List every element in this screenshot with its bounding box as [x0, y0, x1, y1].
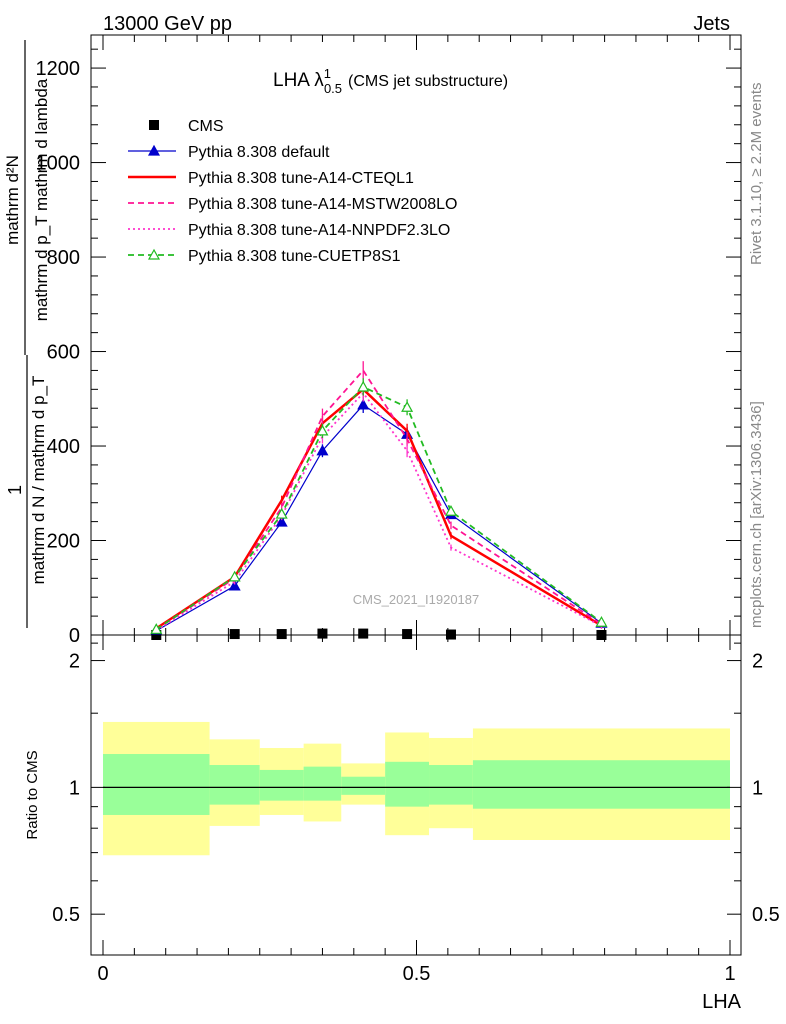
ratio-stat-band — [259, 769, 304, 801]
ratio-stat-band — [429, 765, 473, 805]
series-marker — [595, 616, 608, 627]
cms-data-point — [358, 628, 369, 639]
series-line — [155, 368, 602, 631]
x-tick-label: 1 — [724, 963, 735, 985]
x-tick-label: 0 — [97, 963, 108, 985]
series-marker — [444, 504, 458, 516]
series-line — [155, 385, 602, 631]
cms-data-point — [276, 629, 287, 640]
legend-marker-cms — [149, 120, 159, 130]
main-y-tick-label: 0 — [69, 625, 80, 647]
ratio-stat-band — [385, 761, 430, 807]
y-label-top: mathrm d²N — [3, 155, 22, 245]
main-y-tick-label: 800 — [47, 247, 80, 269]
legend-label: CMS — [188, 118, 224, 135]
main-y-tick-label: 1000 — [36, 153, 81, 175]
ratio-stat-band — [209, 765, 260, 805]
plot-title-sub: 0.5 — [324, 81, 342, 96]
ratio-stat-band — [103, 754, 210, 815]
series-line — [155, 391, 602, 632]
rivet-label: Rivet 3.1.10, ≥ 2.2M events — [748, 83, 765, 266]
y-label-numerator: 1 — [5, 485, 25, 495]
legend-label: Pythia 8.308 default — [188, 144, 330, 161]
mcplots-label: mcplots.cern.ch [arXiv:1306.3436] — [748, 401, 765, 628]
ratio-y-tick-label: 0.5 — [52, 904, 80, 926]
legend-label: Pythia 8.308 tune-A14-CTEQL1 — [188, 170, 414, 187]
cms-data-point — [229, 629, 240, 640]
main-y-tick-label: 200 — [47, 531, 80, 553]
main-axes: 0 200 400 600 800 1000 1200 — [36, 48, 741, 647]
legend-marker — [147, 144, 161, 156]
y-axis-label: 1 mathrm d²N mathrm d p_T mathrm d lambd… — [3, 40, 51, 628]
series-marker — [316, 424, 329, 436]
x-tick-label: 0.5 — [403, 963, 431, 985]
ratio-stat-band — [341, 776, 386, 795]
ratio-y-tick-label-right: 0.5 — [752, 904, 780, 926]
ratio-y-tick-label: 1 — [69, 777, 80, 799]
series-marker — [401, 401, 414, 412]
ratio-stat-band — [472, 760, 730, 809]
series-marker — [228, 579, 241, 591]
main-data-layer — [150, 361, 608, 640]
legend: CMS Pythia 8.308 default Pythia 8.308 tune… — [128, 118, 457, 265]
y-label-denominator: mathrm d N / mathrm d p_T — [29, 376, 48, 585]
cms-data-point — [402, 629, 413, 640]
ratio-y-label: Ratio to CMS — [24, 750, 41, 839]
main-y-tick-label: 1200 — [36, 58, 81, 80]
y-label-top-denominator: mathrm d p_T mathrm d lambda — [32, 78, 51, 321]
ratio-y-tick-label: 2 — [69, 651, 80, 673]
plot-title: LHA λ1 0.5 (CMS jet substructure) — [273, 66, 508, 96]
legend-label: Pythia 8.308 tune-CUETP8S1 — [188, 248, 401, 265]
series-marker — [357, 398, 370, 410]
main-y-tick-label: 600 — [47, 342, 80, 364]
series-line — [155, 404, 602, 632]
ratio-data-layer — [103, 721, 730, 856]
plot-title-main: LHA λ — [273, 70, 324, 91]
plot-title-sup: 1 — [324, 66, 331, 81]
plot-title-suffix: (CMS jet substructure) — [348, 73, 508, 90]
ratio-plot: 0.5 0.51 12 20 0.5 1 Ratio to CMS LHA — [24, 35, 780, 1013]
series-line — [155, 387, 603, 630]
x-axis-label: LHA — [702, 991, 742, 1013]
ratio-y-tick-label-right: 1 — [752, 777, 763, 799]
legend-marker — [147, 248, 161, 260]
header-category-label: Jets — [693, 13, 730, 35]
legend-label: Pythia 8.308 tune-A14-NNPDF2.3LO — [188, 222, 450, 239]
ratio-y-tick-label-right: 2 — [752, 651, 763, 673]
legend-label: Pythia 8.308 tune-A14-MSTW2008LO — [188, 196, 457, 213]
main-y-tick-label: 400 — [47, 436, 80, 458]
series-marker — [150, 623, 163, 634]
series-marker — [228, 570, 241, 582]
ratio-stat-band — [303, 766, 342, 801]
ratio-axes: 0.5 0.51 12 20 0.5 1 — [52, 35, 780, 985]
series-marker — [275, 507, 288, 519]
series-marker — [316, 444, 329, 456]
series-marker — [275, 515, 288, 527]
ratio-plot-frame — [90, 634, 742, 956]
series-marker — [357, 380, 370, 392]
watermark: CMS_2021_I1920187 — [353, 592, 480, 607]
header-process-label: 13000 GeV pp — [103, 13, 232, 35]
